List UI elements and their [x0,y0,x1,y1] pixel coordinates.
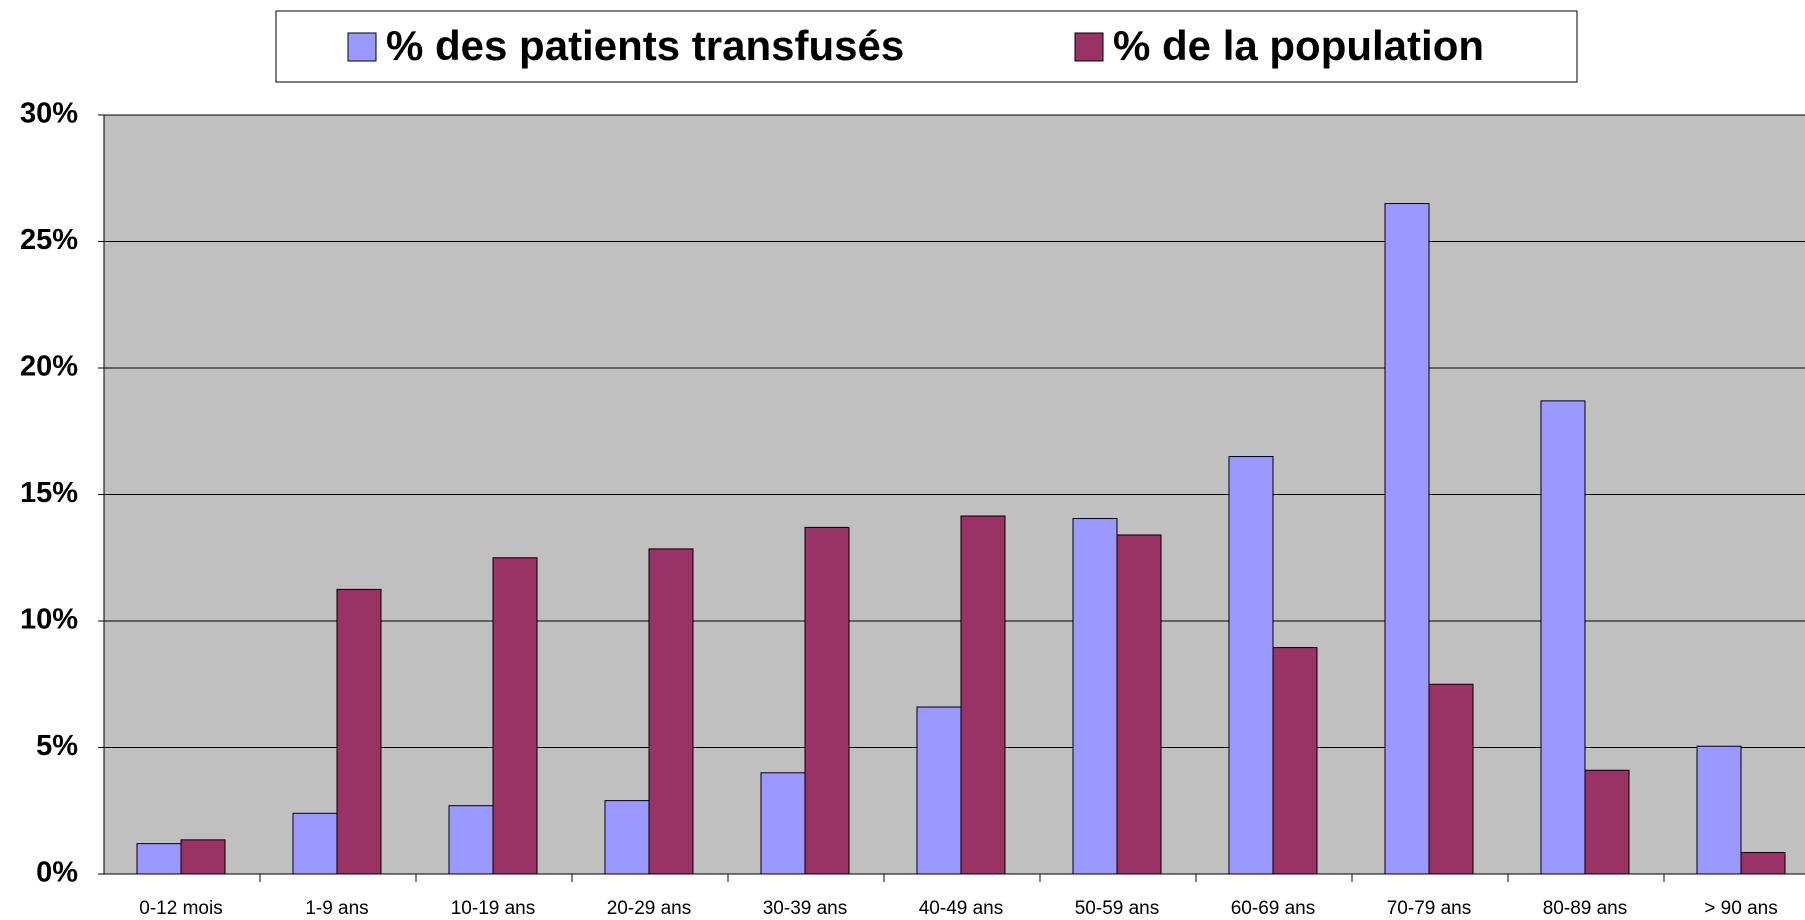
y-tick-label: 30% [20,98,78,130]
bar [1072,518,1118,875]
y-tick-label: 15% [20,477,78,509]
bar [492,557,538,875]
bar [1696,745,1742,875]
bar [180,839,226,875]
bar [760,772,806,875]
x-tick-label: 40-49 ans [919,898,1004,919]
x-tick-label: 0-12 mois [139,898,222,919]
x-tick-label: 10-19 ans [451,898,536,919]
bar [1272,647,1318,875]
legend-label: % des patients transfusés [386,22,904,69]
bar [336,588,382,875]
legend-swatch [1074,32,1104,62]
bar [916,706,962,875]
x-tick-label: > 90 ans [1704,898,1777,919]
bar [1384,203,1430,875]
bar [1540,400,1586,875]
bar [1740,851,1786,875]
x-tick-label: 80-89 ans [1543,898,1628,919]
y-tick-label: 25% [20,224,78,256]
x-tick-label: 20-29 ans [607,898,692,919]
bar [292,812,338,875]
legend-label: % de la population [1113,22,1484,69]
y-tick-label: 0% [36,857,78,889]
bar [604,800,650,875]
y-tick-label: 10% [20,604,78,636]
legend-box [275,10,1578,83]
y-tick-label: 20% [20,351,78,383]
bar [648,548,694,875]
bar [960,515,1006,875]
x-tick-label: 70-79 ans [1387,898,1472,919]
bar [1428,683,1474,875]
x-tick-label: 30-39 ans [763,898,848,919]
legend-swatch [347,32,377,62]
y-tick-label: 5% [36,730,78,762]
bar [1228,456,1274,875]
bar [136,843,182,875]
bar [1116,534,1162,875]
x-tick-label: 1-9 ans [305,898,368,919]
bar [448,805,494,875]
x-tick-label: 60-69 ans [1231,898,1316,919]
bar [804,526,850,875]
x-tick-label: 50-59 ans [1075,898,1160,919]
bar [1584,769,1630,875]
